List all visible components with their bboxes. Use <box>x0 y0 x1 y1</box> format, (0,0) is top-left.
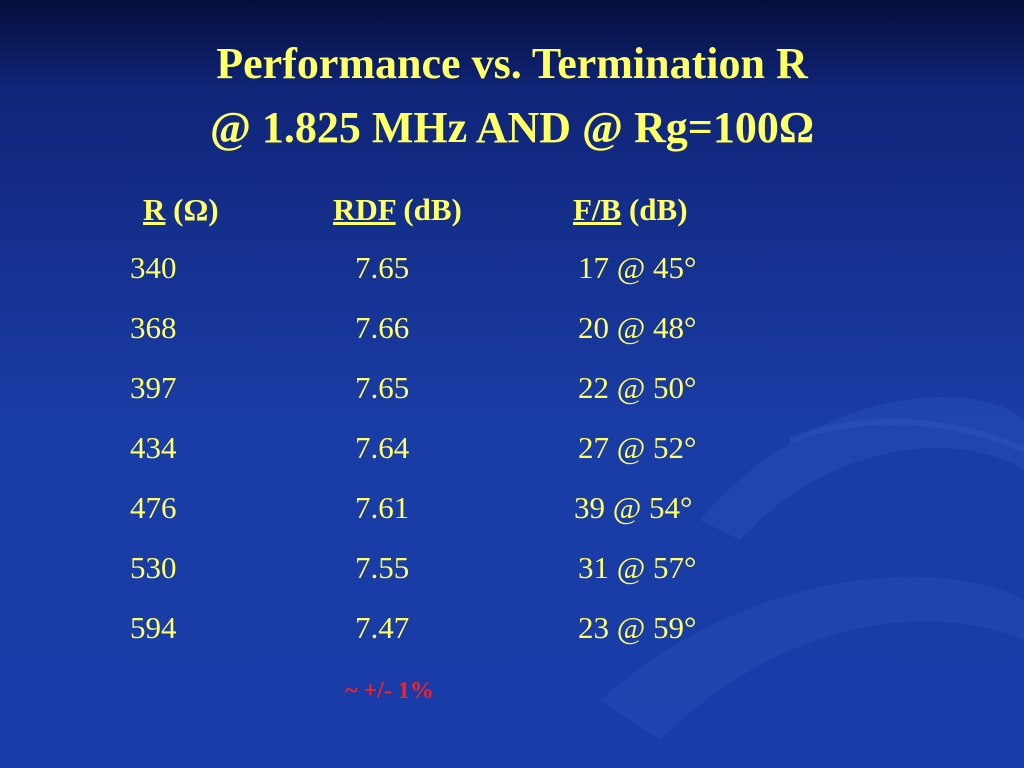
table-cell: 31 @ 57° <box>578 550 697 585</box>
table-cell: 22 @ 50° <box>578 370 697 405</box>
header-name: RDF <box>333 192 396 227</box>
swoosh <box>700 396 1024 540</box>
table-cell: 368 <box>130 310 177 345</box>
table-cell: 7.65 <box>355 250 410 285</box>
table-cell: 434 <box>130 430 177 465</box>
table-cell: 23 @ 59° <box>578 610 697 645</box>
subtitle: @ 1.825 MHz AND @ Rg=100Ω <box>209 103 815 152</box>
header-unit: (Ω) <box>173 192 219 227</box>
table-cell: 594 <box>130 610 177 645</box>
table-cell: 17 @ 45° <box>578 250 697 285</box>
table-cell: 7.61 <box>355 490 410 525</box>
table-cell: 7.65 <box>355 370 410 405</box>
table-cell: 20 @ 48° <box>578 310 697 345</box>
table-cell: 7.55 <box>355 550 410 585</box>
title: Performance vs. Termination R <box>216 39 808 88</box>
table-cell: 39 @ 54° <box>574 490 693 525</box>
header-unit: (dB) <box>403 192 462 227</box>
table-cell: 397 <box>130 370 177 405</box>
column-header: R (Ω) <box>143 192 219 228</box>
note: ~ +/- 1% <box>345 678 434 704</box>
header-unit: (dB) <box>628 192 688 227</box>
table-cell: 530 <box>130 550 177 585</box>
table-cell: 340 <box>130 250 177 285</box>
column-header: RDF (dB) <box>333 192 462 228</box>
table-cell: 27 @ 52° <box>578 430 697 465</box>
table-cell: 476 <box>130 490 177 525</box>
table-cell: 7.47 <box>355 610 410 645</box>
column-header: F/B (dB) <box>573 192 688 228</box>
table-cell: 7.64 <box>355 430 410 465</box>
table-cell: 7.66 <box>355 310 410 345</box>
header-name: F/B <box>573 192 622 227</box>
swoosh <box>600 576 1024 740</box>
swoosh <box>788 418 1024 453</box>
header-name: R <box>143 192 166 227</box>
